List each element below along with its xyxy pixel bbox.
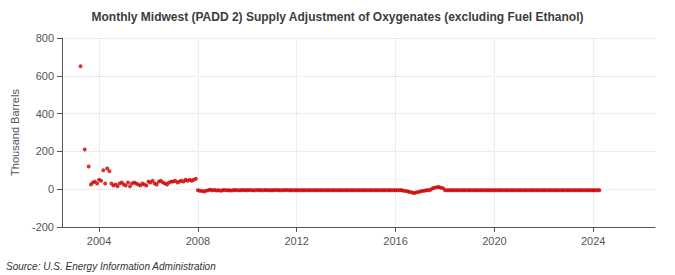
svg-text:2020: 2020 <box>482 235 506 247</box>
svg-text:2016: 2016 <box>383 235 407 247</box>
svg-text:200: 200 <box>36 145 54 157</box>
svg-text:Monthly Midwest (PADD 2) Suppl: Monthly Midwest (PADD 2) Supply Adjustme… <box>91 10 583 24</box>
svg-text:800: 800 <box>36 32 54 44</box>
svg-text:600: 600 <box>36 70 54 82</box>
svg-text:2024: 2024 <box>581 235 605 247</box>
svg-text:2008: 2008 <box>186 235 210 247</box>
svg-text:Source: U.S. Energy Informatio: Source: U.S. Energy Information Administ… <box>6 261 216 272</box>
svg-text:0: 0 <box>48 183 54 195</box>
svg-text:-200: -200 <box>32 221 54 233</box>
svg-text:Thousand Barrels: Thousand Barrels <box>9 89 21 176</box>
svg-text:2004: 2004 <box>87 235 111 247</box>
svg-text:400: 400 <box>36 108 54 120</box>
svg-text:2012: 2012 <box>284 235 308 247</box>
